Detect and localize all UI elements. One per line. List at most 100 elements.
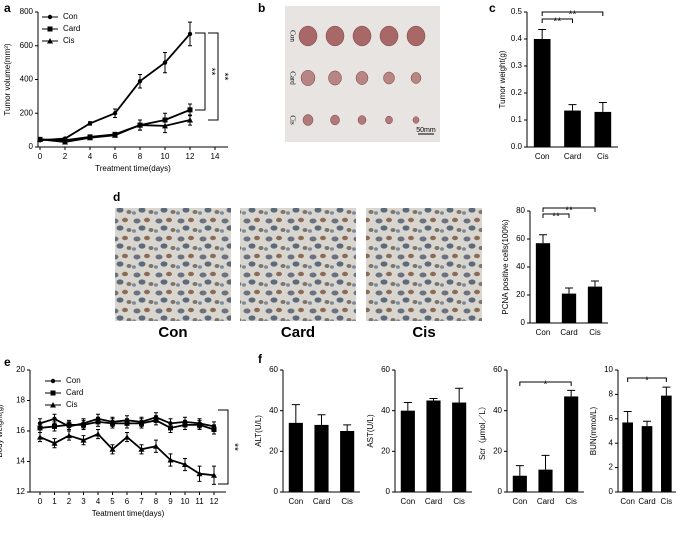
panel-letter: a bbox=[4, 1, 11, 15]
marker bbox=[81, 422, 86, 428]
y-axis-label: ALT(U/L) bbox=[254, 415, 263, 447]
scale-label: 50mm bbox=[416, 127, 436, 134]
x-tick-label: 5 bbox=[110, 497, 115, 506]
x-tick-label: Card bbox=[560, 328, 577, 337]
panel-letter: e bbox=[4, 355, 11, 369]
marker bbox=[137, 78, 143, 84]
significance-label: * bbox=[544, 380, 548, 391]
bar bbox=[641, 426, 653, 492]
y-tick-label: 60 bbox=[516, 234, 525, 243]
marker bbox=[211, 426, 217, 432]
x-tick-label: 10 bbox=[161, 152, 170, 161]
panel-letter: b bbox=[258, 1, 265, 15]
x-axis-label: Teatment time(days) bbox=[92, 509, 165, 518]
significance-bracket bbox=[627, 377, 667, 382]
x-tick-label: 12 bbox=[186, 152, 195, 161]
marker bbox=[110, 420, 115, 426]
y-tick-label: 4 bbox=[609, 438, 614, 447]
marker bbox=[80, 437, 87, 443]
panel-letter: c bbox=[489, 1, 496, 15]
y-tick-label: 6 bbox=[609, 414, 614, 423]
y-tick-label: 0 bbox=[29, 142, 34, 151]
bar bbox=[564, 110, 581, 147]
significance-bracket bbox=[519, 381, 572, 386]
y-tick-label: 400 bbox=[20, 75, 34, 84]
error-bar bbox=[291, 404, 300, 423]
y-axis-label: BUN(mmol/L) bbox=[589, 406, 598, 455]
x-tick-label: 2 bbox=[67, 497, 72, 506]
significance-bracket bbox=[541, 18, 573, 23]
y-tick-label: 800 bbox=[20, 7, 34, 16]
y-tick-label: 12 bbox=[16, 487, 25, 496]
bar bbox=[538, 469, 553, 492]
x-tick-label: Cis bbox=[453, 497, 465, 506]
y-tick-label: 20 bbox=[381, 446, 390, 455]
tumor bbox=[383, 71, 395, 85]
marker bbox=[112, 111, 118, 116]
tumor bbox=[379, 25, 399, 47]
y-tick-label: 40 bbox=[493, 406, 502, 415]
tumor bbox=[298, 25, 318, 47]
marker bbox=[187, 31, 193, 37]
legend-label: Card bbox=[63, 24, 80, 33]
significance-label: ** bbox=[565, 206, 573, 217]
y-tick-label: 20 bbox=[493, 446, 502, 455]
y-tick-label: 18 bbox=[16, 396, 25, 405]
x-tick-label: 2 bbox=[63, 152, 68, 161]
x-tick-label: Card bbox=[537, 497, 554, 506]
significance-bracket bbox=[541, 11, 604, 16]
x-tick-label: Con bbox=[535, 152, 550, 161]
x-tick-label: 0 bbox=[38, 497, 43, 506]
y-axis-label: Scr（μmol／L） bbox=[478, 402, 487, 460]
y-tick-label: 0.1 bbox=[511, 115, 523, 124]
bar bbox=[561, 293, 577, 323]
y-tick-label: 0.2 bbox=[511, 88, 523, 97]
bar bbox=[512, 475, 527, 492]
marker bbox=[211, 472, 217, 478]
error-bar bbox=[567, 389, 576, 397]
x-tick-label: 14 bbox=[211, 152, 220, 161]
x-tick-label: Con bbox=[620, 497, 635, 506]
significance-bracket bbox=[542, 207, 596, 212]
significance-bracket bbox=[542, 213, 570, 218]
y-tick-label: 8 bbox=[609, 390, 614, 399]
y-tick-label: 0.0 bbox=[511, 142, 523, 151]
marker bbox=[95, 419, 101, 425]
significance-bracket bbox=[218, 409, 229, 485]
y-tick-label: 80 bbox=[516, 206, 525, 215]
legend-marker bbox=[50, 390, 56, 396]
y-axis-label: PCNA positive cells(100%) bbox=[501, 219, 510, 314]
y-tick-label: 0.5 bbox=[511, 7, 523, 16]
significance-bracket bbox=[208, 32, 219, 121]
legend-label: Con bbox=[66, 376, 81, 385]
significance-label: ** bbox=[569, 10, 577, 21]
bar bbox=[535, 243, 551, 323]
x-tick-label: Card bbox=[564, 152, 581, 161]
x-tick-label: 10 bbox=[181, 497, 190, 506]
y-tick-label: 0 bbox=[609, 487, 614, 496]
y-tick-label: 0.4 bbox=[511, 34, 523, 43]
significance-label: ** bbox=[553, 17, 561, 28]
x-tick-label: Cis bbox=[565, 497, 577, 506]
marker bbox=[139, 420, 144, 426]
legend-label: Cis bbox=[66, 400, 78, 409]
error-bar bbox=[643, 420, 651, 427]
marker bbox=[187, 107, 193, 113]
y-axis-label: AST(U/L) bbox=[366, 414, 375, 448]
significance-label: ** bbox=[228, 443, 239, 451]
marker bbox=[51, 440, 58, 446]
y-tick-label: 14 bbox=[16, 457, 25, 466]
bar bbox=[622, 422, 633, 492]
error-bar bbox=[568, 104, 577, 111]
error-bar bbox=[515, 465, 524, 476]
marker bbox=[162, 122, 168, 129]
error-bar bbox=[429, 397, 438, 401]
y-tick-label: 16 bbox=[16, 426, 25, 435]
bar bbox=[564, 396, 579, 492]
y-tick-label: 0 bbox=[386, 487, 391, 496]
error-bar bbox=[598, 101, 607, 112]
marker bbox=[153, 443, 159, 449]
marker bbox=[37, 136, 43, 142]
tumor bbox=[406, 25, 426, 47]
